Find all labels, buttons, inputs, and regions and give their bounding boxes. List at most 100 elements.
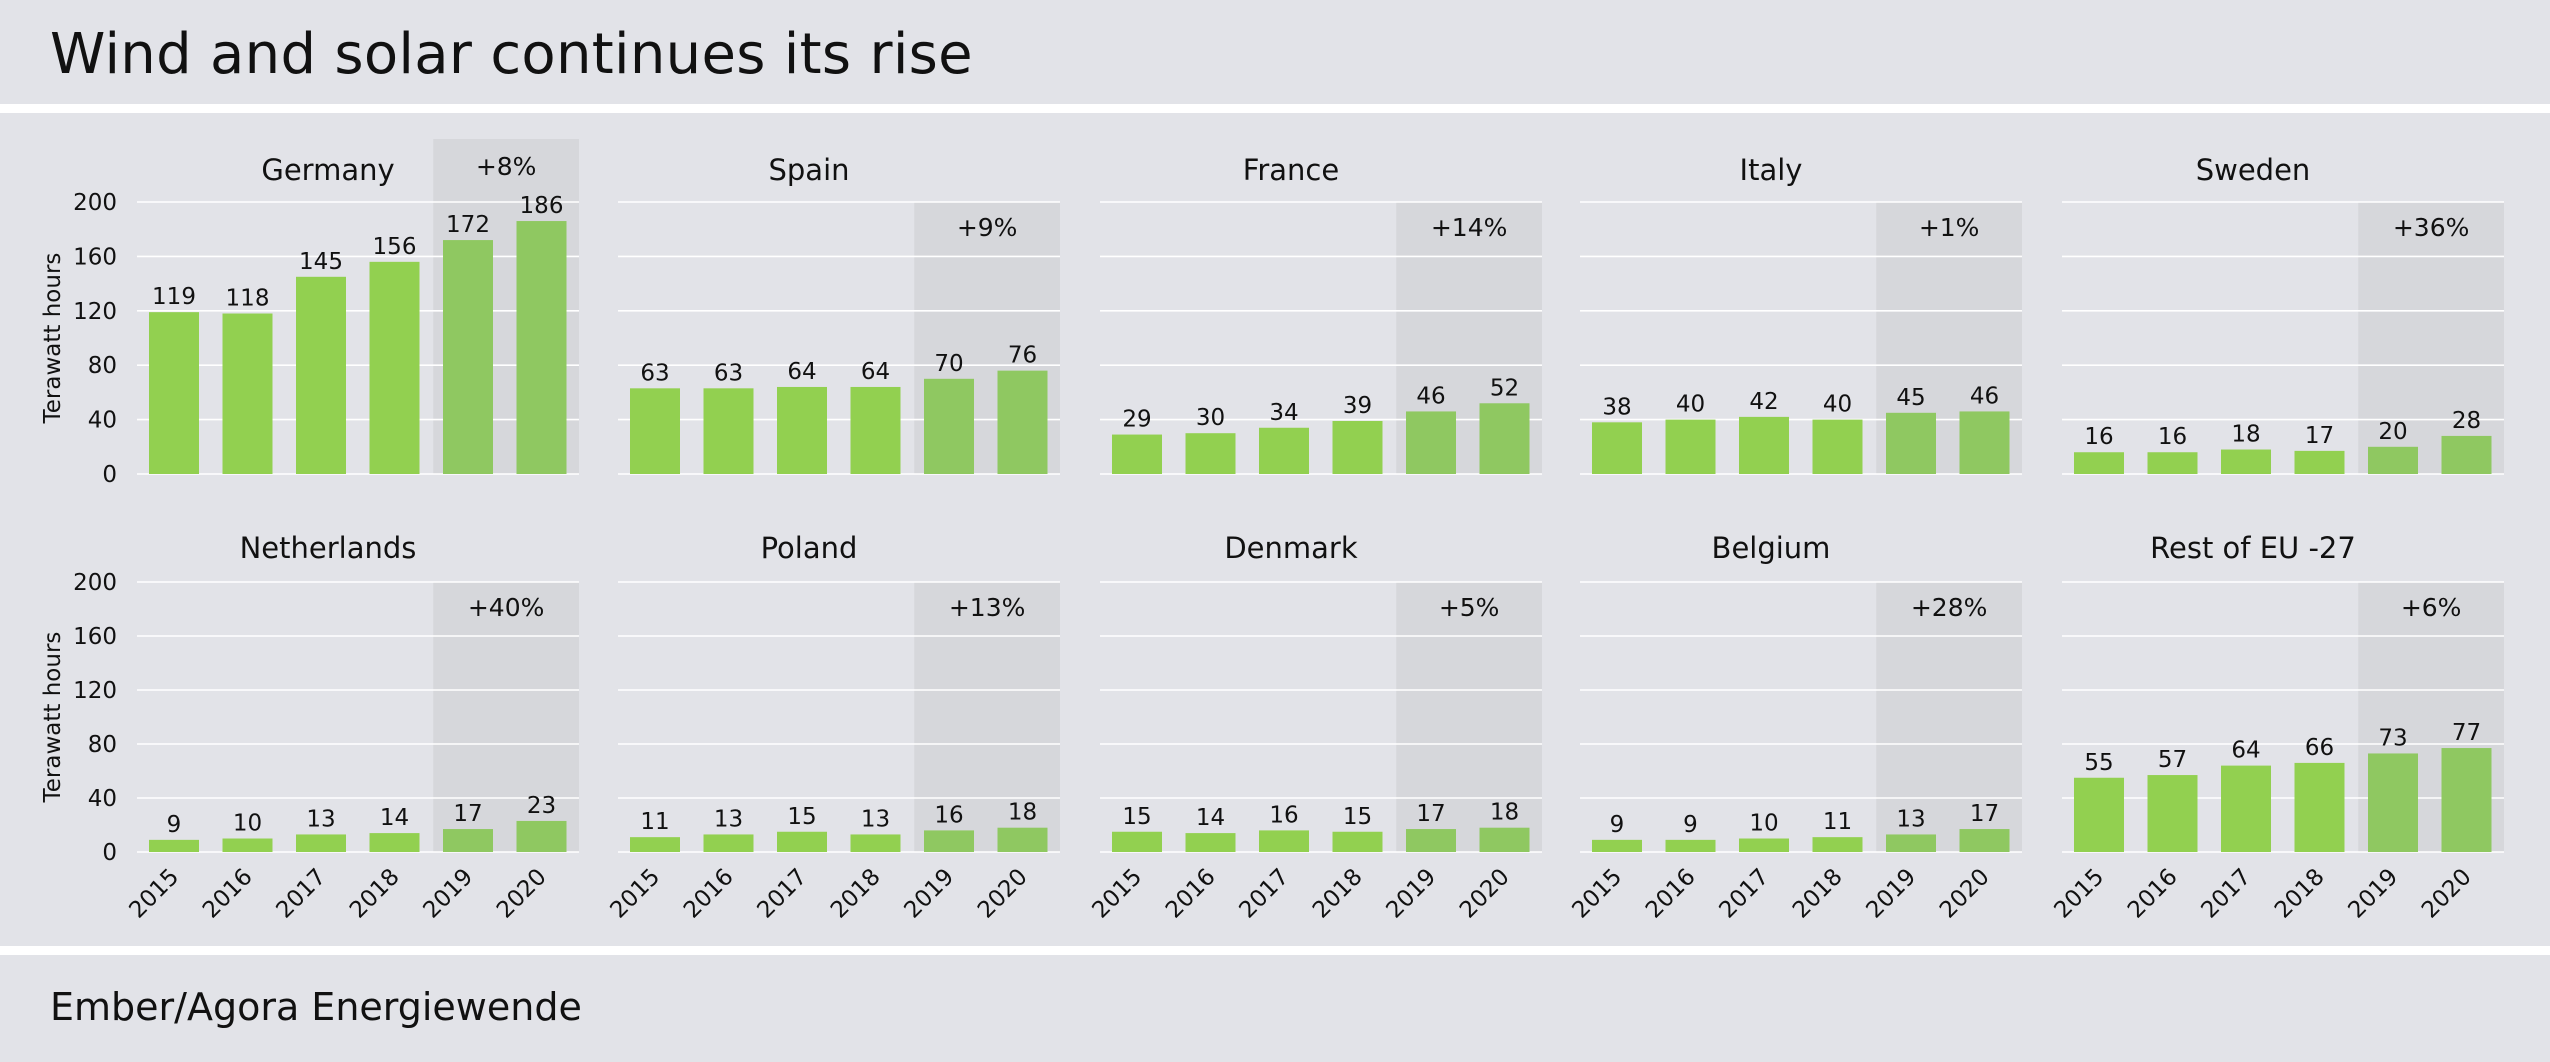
bar <box>2147 775 2198 852</box>
data-label: 156 <box>373 234 417 260</box>
bar <box>1812 837 1863 852</box>
bar <box>2294 450 2345 474</box>
data-label: 52 <box>1490 375 1519 401</box>
x-tick-label: 2015 <box>1567 864 1627 924</box>
data-label: 16 <box>2084 424 2113 450</box>
bar <box>443 829 493 852</box>
data-label: 15 <box>787 804 816 830</box>
bar <box>1959 411 2010 474</box>
data-label: 9 <box>1610 812 1625 838</box>
x-tick-label: 2016 <box>1641 864 1701 924</box>
panel-title: Netherlands <box>240 531 417 565</box>
bar <box>149 839 199 852</box>
bar <box>703 834 754 852</box>
bar <box>630 837 680 852</box>
x-tick-label: 2016 <box>198 864 258 924</box>
x-tick-label: 2018 <box>826 864 886 924</box>
data-label: 13 <box>714 806 743 832</box>
header-divider <box>0 104 2550 113</box>
panel-title: France <box>1243 153 1339 187</box>
data-label: 45 <box>1896 385 1925 411</box>
x-tick-label: 2018 <box>345 864 405 924</box>
page-title: Wind and solar continues its rise <box>50 22 973 87</box>
data-label: 16 <box>2158 424 2187 450</box>
bar <box>2368 446 2418 474</box>
data-label: 16 <box>1269 802 1298 828</box>
chart-panel-germany: +8% 0 40 80 120 160 200 Terawatt hours 119 118 145… <box>40 139 579 488</box>
bar <box>1406 411 1456 474</box>
bar <box>1479 403 1530 474</box>
data-label: 10 <box>233 811 262 837</box>
x-tick-label: 2019 <box>2343 864 2403 924</box>
panel-title: Belgium <box>1712 531 1831 565</box>
bar <box>1185 833 1236 852</box>
x-tick-label: 2020 <box>973 864 1033 924</box>
data-label: 38 <box>1602 394 1631 420</box>
bar <box>443 240 493 474</box>
bar <box>1112 831 1162 852</box>
x-tick-label: 2018 <box>2270 864 2330 924</box>
chart-panel-sweden: +36% 16 16 18 17 20 28 Sweden <box>2062 153 2504 475</box>
bar <box>850 386 901 474</box>
bar <box>1812 419 1863 474</box>
growth-label: +36% <box>2393 213 2470 242</box>
bar <box>2221 449 2271 474</box>
data-label: 18 <box>1008 800 1037 826</box>
source-credit: Ember/Agora Energiewende <box>50 985 582 1029</box>
bar <box>850 834 901 852</box>
bar <box>2147 452 2198 474</box>
data-label: 11 <box>1823 809 1852 835</box>
data-label: 63 <box>714 360 743 386</box>
bar <box>1112 434 1162 474</box>
data-label: 119 <box>152 284 196 310</box>
data-label: 11 <box>640 809 669 835</box>
y-tick-label: 160 <box>73 244 117 270</box>
chart-panel-spain: +9% 63 63 64 64 70 76 Spain <box>618 153 1060 475</box>
data-label: 118 <box>226 286 270 312</box>
data-label: 18 <box>2231 422 2260 448</box>
data-label: 15 <box>1122 804 1151 830</box>
panel-title: Italy <box>1740 153 1803 187</box>
x-tick-label: 2017 <box>1234 864 1294 924</box>
x-tick-label: 2020 <box>492 864 552 924</box>
y-tick-label: 40 <box>88 786 117 812</box>
data-label: 172 <box>446 212 490 238</box>
bar <box>1665 419 1716 474</box>
data-label: 76 <box>1008 343 1037 369</box>
bar <box>2294 762 2345 852</box>
chart-panel-france: +14% 29 30 34 39 46 52 France <box>1100 153 1542 475</box>
x-tick-label: 2020 <box>1455 864 1515 924</box>
bar <box>1665 839 1716 852</box>
bar <box>2441 748 2492 852</box>
data-label: 13 <box>861 806 890 832</box>
x-tick-label: 2016 <box>2123 864 2183 924</box>
growth-label: +6% <box>2401 593 2462 622</box>
bar <box>222 838 273 852</box>
bar <box>1479 827 1530 852</box>
data-label: 40 <box>1676 392 1705 418</box>
data-label: 20 <box>2378 419 2407 445</box>
footer-divider <box>0 946 2550 955</box>
x-tick-label: 2017 <box>2196 864 2256 924</box>
data-label: 17 <box>1416 801 1445 827</box>
data-label: 9 <box>1683 812 1698 838</box>
data-label: 17 <box>2305 423 2334 449</box>
chart-panel-belgium: +28% 9 9 10 11 13 17 Belgium 2015 2016 2017 2018 201… <box>1567 531 2022 924</box>
bar <box>1739 416 1789 474</box>
data-label: 39 <box>1343 393 1372 419</box>
data-label: 17 <box>453 801 482 827</box>
growth-label: +9% <box>957 213 1018 242</box>
data-label: 46 <box>1970 383 1999 409</box>
x-tick-label: 2015 <box>2049 864 2109 924</box>
bar <box>1886 412 1936 474</box>
x-tick-label: 2020 <box>1935 864 1995 924</box>
growth-label: +8% <box>476 152 537 181</box>
panel-title: Spain <box>768 153 849 187</box>
x-tick-label: 2016 <box>679 864 739 924</box>
panel-title: Germany <box>261 153 394 187</box>
bar <box>296 276 346 474</box>
data-label: 15 <box>1343 804 1372 830</box>
